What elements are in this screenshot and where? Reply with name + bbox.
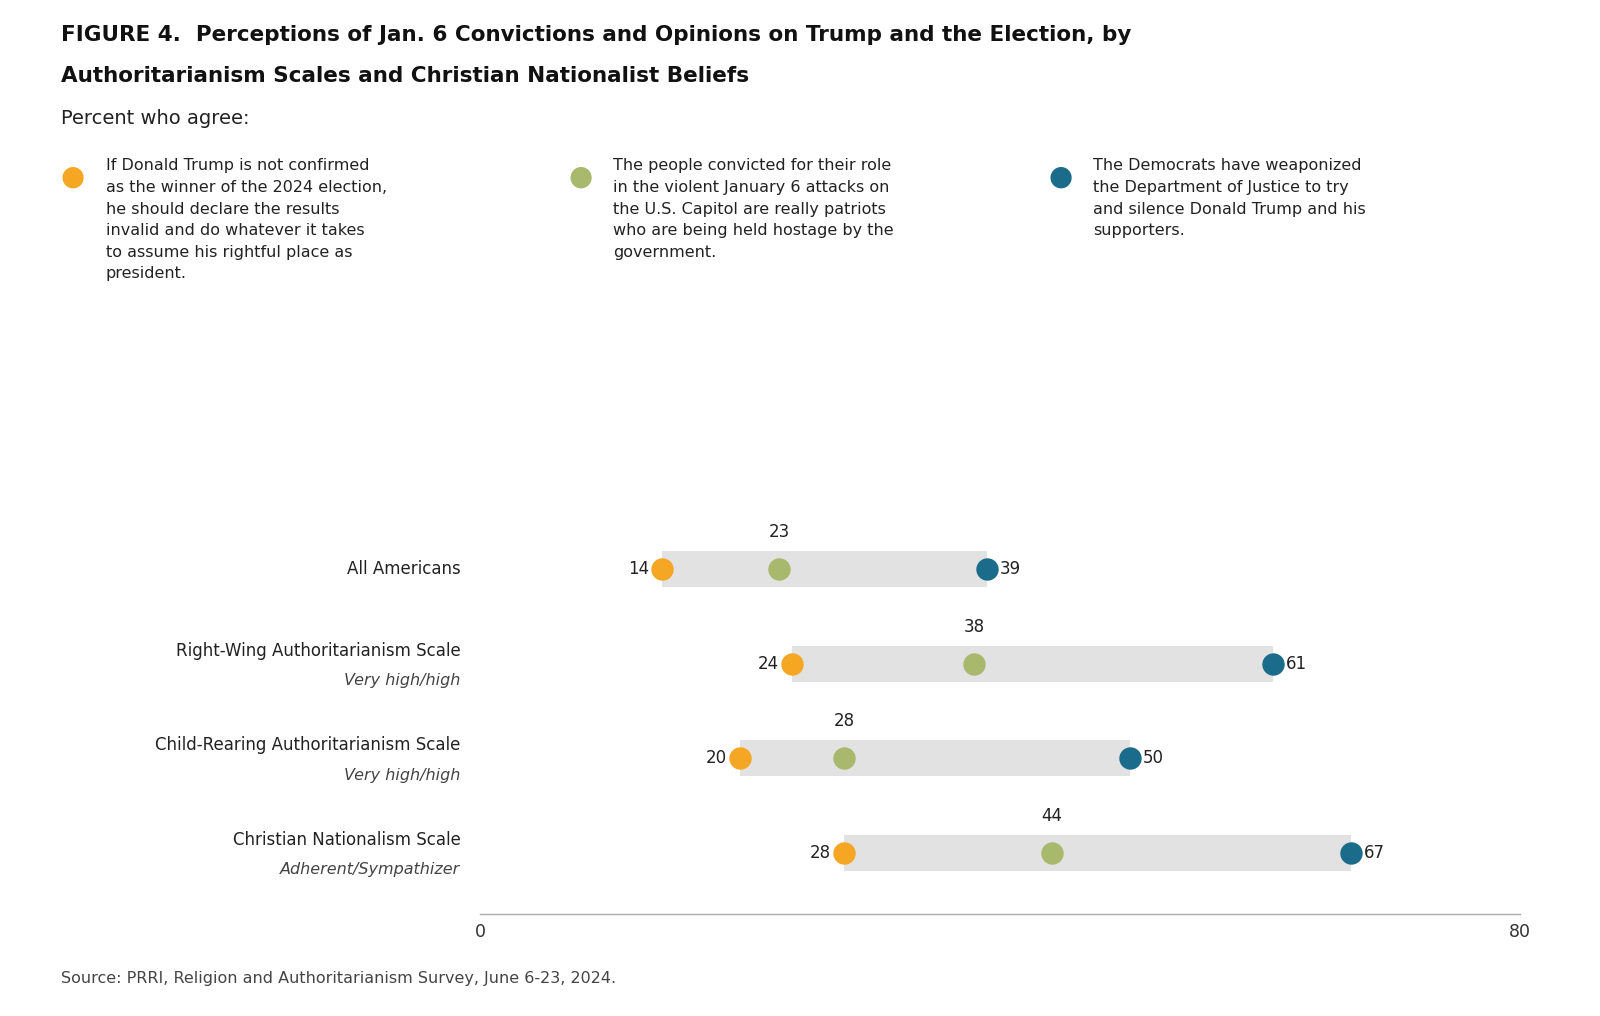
Text: 28: 28 [810, 844, 830, 862]
Text: ●: ● [568, 163, 592, 191]
Text: If Donald Trump is not confirmed
as the winner of the 2024 election,
he should d: If Donald Trump is not confirmed as the … [106, 158, 387, 281]
Text: 44: 44 [1042, 807, 1062, 825]
Text: 20: 20 [706, 750, 726, 767]
Point [832, 751, 858, 767]
Text: 38: 38 [963, 618, 984, 636]
Point [962, 655, 987, 672]
Point [650, 561, 675, 577]
Text: Authoritarianism Scales and Christian Nationalist Beliefs: Authoritarianism Scales and Christian Na… [61, 66, 749, 86]
Text: Christian Nationalism Scale: Christian Nationalism Scale [232, 831, 461, 848]
Text: Source: PRRI, Religion and Authoritarianism Survey, June 6-23, 2024.: Source: PRRI, Religion and Authoritarian… [61, 970, 616, 986]
Text: Very high/high: Very high/high [344, 768, 461, 783]
Point [1117, 751, 1142, 767]
Text: 28: 28 [834, 712, 854, 731]
Text: 67: 67 [1363, 844, 1386, 862]
Point [779, 655, 805, 672]
Point [1338, 845, 1363, 862]
Text: The people convicted for their role
in the violent January 6 attacks on
the U.S.: The people convicted for their role in t… [613, 158, 893, 260]
Text: 24: 24 [758, 655, 779, 673]
Point [974, 561, 1000, 577]
Text: Percent who agree:: Percent who agree: [61, 109, 250, 128]
Text: ●: ● [61, 163, 85, 191]
Text: The Democrats have weaponized
the Department of Justice to try
and silence Donal: The Democrats have weaponized the Depart… [1093, 158, 1365, 239]
Point [1261, 655, 1286, 672]
Text: All Americans: All Americans [347, 561, 461, 578]
Bar [792, 646, 1274, 682]
Point [726, 751, 754, 767]
Text: 14: 14 [627, 561, 650, 578]
Point [766, 561, 792, 577]
Text: Child-Rearing Authoritarianism Scale: Child-Rearing Authoritarianism Scale [155, 737, 461, 754]
Text: Right-Wing Authoritarianism Scale: Right-Wing Authoritarianism Scale [176, 642, 461, 659]
Text: 39: 39 [1000, 561, 1021, 578]
Bar [662, 552, 987, 587]
Text: 61: 61 [1286, 655, 1307, 673]
Point [832, 845, 858, 862]
Text: 23: 23 [768, 523, 790, 542]
Bar [845, 835, 1350, 871]
Text: Very high/high: Very high/high [344, 674, 461, 689]
Text: ●: ● [1048, 163, 1072, 191]
Bar [739, 741, 1130, 776]
Point [1040, 845, 1066, 862]
Text: Adherent/Sympathizer: Adherent/Sympathizer [280, 863, 461, 878]
Text: 50: 50 [1142, 750, 1165, 767]
Text: FIGURE 4.  Perceptions of Jan. 6 Convictions and Opinions on Trump and the Elect: FIGURE 4. Perceptions of Jan. 6 Convicti… [61, 25, 1131, 46]
